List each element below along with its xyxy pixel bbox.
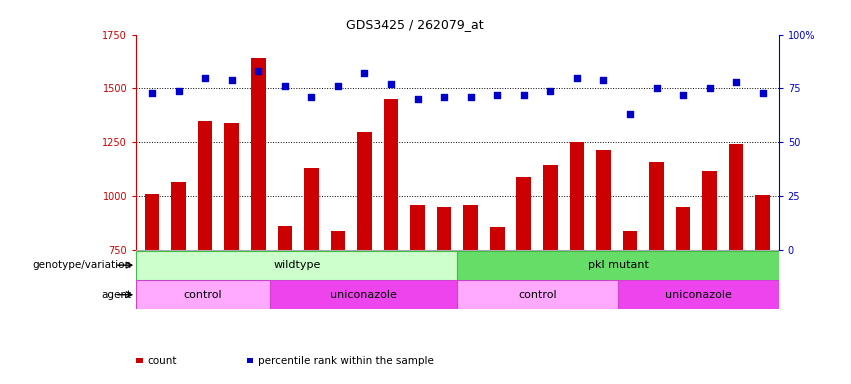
Bar — [543, 165, 557, 250]
Bar — [357, 131, 372, 250]
Bar — [649, 162, 664, 250]
Bar — [597, 150, 611, 250]
Bar — [198, 121, 213, 250]
Point — [252, 68, 266, 74]
Point — [172, 88, 186, 94]
Bar — [490, 227, 505, 250]
Text: wildtype: wildtype — [273, 260, 321, 270]
Point — [703, 85, 717, 91]
Bar — [437, 207, 451, 250]
Point — [225, 77, 238, 83]
Text: genotype/variation: genotype/variation — [33, 260, 132, 270]
Text: GDS3425 / 262079_at: GDS3425 / 262079_at — [346, 18, 483, 31]
Point — [756, 89, 769, 96]
Bar — [458, 251, 779, 280]
Text: control: control — [184, 290, 222, 300]
Bar — [277, 226, 292, 250]
Bar — [136, 251, 458, 280]
Point — [729, 79, 743, 85]
Point — [146, 89, 159, 96]
Text: control: control — [518, 290, 557, 300]
Bar — [145, 194, 159, 250]
Point — [677, 92, 690, 98]
Bar — [136, 280, 270, 309]
Point — [357, 70, 371, 76]
Point — [331, 83, 345, 89]
Text: percentile rank within the sample: percentile rank within the sample — [258, 356, 433, 366]
Text: uniconazole: uniconazole — [665, 290, 732, 300]
Point — [570, 74, 584, 81]
Text: uniconazole: uniconazole — [330, 290, 397, 300]
Bar — [729, 144, 744, 250]
Point — [490, 92, 504, 98]
Bar — [618, 280, 779, 309]
Bar — [517, 177, 531, 250]
Bar — [410, 205, 425, 250]
Point — [597, 77, 610, 83]
Text: count: count — [147, 356, 176, 366]
Point — [623, 111, 637, 118]
Point — [517, 92, 530, 98]
Bar — [458, 280, 618, 309]
Point — [278, 83, 292, 89]
Point — [198, 74, 212, 81]
Bar — [331, 231, 346, 250]
Point — [649, 85, 663, 91]
Bar — [384, 99, 398, 250]
Point — [464, 94, 477, 100]
Bar — [756, 195, 770, 250]
Bar — [251, 58, 266, 250]
Bar — [676, 207, 690, 250]
Point — [305, 94, 318, 100]
Point — [411, 96, 425, 102]
Text: pkl mutant: pkl mutant — [587, 260, 648, 270]
Point — [437, 94, 451, 100]
Bar — [702, 171, 717, 250]
Text: agent: agent — [102, 290, 132, 300]
Bar — [569, 142, 584, 250]
Bar — [304, 168, 318, 250]
Bar — [623, 231, 637, 250]
Point — [544, 88, 557, 94]
Bar — [171, 182, 186, 250]
Bar — [270, 280, 458, 309]
Bar — [464, 205, 478, 250]
Bar — [225, 123, 239, 250]
Point — [385, 81, 398, 87]
